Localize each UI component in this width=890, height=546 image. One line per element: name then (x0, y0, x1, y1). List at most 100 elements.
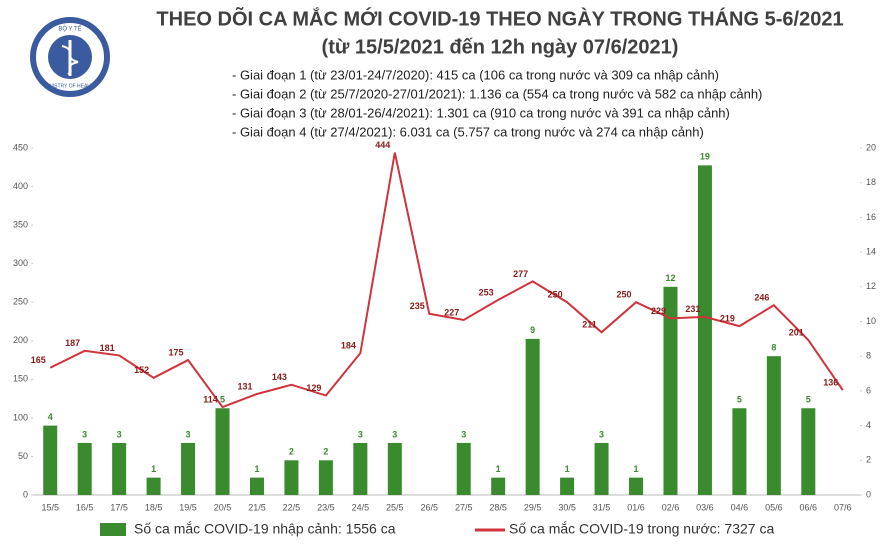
logo-top: BỘ Y TẾ (58, 26, 81, 33)
bar (663, 286, 678, 495)
bar-label: 3 (186, 429, 191, 439)
line-label: 250 (617, 290, 632, 300)
line-label: 231 (685, 304, 700, 314)
x-tick-label: 29/5 (524, 502, 542, 512)
bar-label: 1 (496, 464, 501, 474)
y2-tick-label: 0 (866, 489, 871, 499)
bar-label: 3 (117, 429, 122, 439)
x-tick-label: 23/5 (317, 502, 335, 512)
line-label: 250 (548, 290, 563, 300)
line-label: 181 (100, 343, 115, 353)
bar (732, 408, 747, 495)
y2-tick-label: 4 (866, 420, 871, 430)
x-tick-label: 25/5 (386, 502, 404, 512)
line-label: 129 (306, 383, 321, 393)
bar (181, 442, 196, 495)
line-label: 114 (203, 394, 218, 404)
bar-label: 3 (392, 429, 397, 439)
logo-bottom: MINISTRY OF HEALTH (44, 83, 97, 89)
line-label: 143 (272, 372, 287, 382)
bar (353, 442, 368, 495)
x-tick-label: 03/6 (696, 502, 714, 512)
bar-label: 3 (358, 429, 363, 439)
y-tick-label: 300 (13, 258, 28, 268)
bar-label: 5 (806, 395, 811, 405)
bar-label: 1 (634, 464, 639, 474)
y2-tick-label: 16 (866, 212, 876, 222)
bar (387, 442, 402, 495)
bar (146, 477, 161, 495)
x-tick-label: 04/6 (731, 502, 749, 512)
legend-label: Số ca mắc COVID-19 trong nước: 7327 ca (509, 521, 774, 537)
y-tick-label: 350 (13, 219, 28, 229)
x-tick-label: 17/5 (110, 502, 128, 512)
y2-tick-label: 12 (866, 281, 876, 291)
bar-label: 4 (48, 412, 53, 422)
bar-label: 3 (461, 429, 466, 439)
line-label: 152 (134, 365, 149, 375)
x-tick-label: 27/5 (455, 502, 473, 512)
x-tick-label: 19/5 (179, 502, 197, 512)
x-tick-label: 15/5 (41, 502, 59, 512)
annotation: - Giai đoạn 3 (từ 28/01-26/4/2021): 1.30… (232, 105, 730, 120)
bar (629, 477, 644, 495)
bar (456, 442, 471, 495)
bar-label: 5 (220, 395, 225, 405)
x-tick-label: 16/5 (76, 502, 94, 512)
bar (594, 442, 609, 495)
y2-tick-label: 2 (866, 455, 871, 465)
line-label: 235 (410, 301, 425, 311)
line-label: 175 (169, 347, 184, 357)
bar-label: 3 (599, 429, 604, 439)
y2-tick-label: 20 (866, 142, 876, 152)
line-label: 187 (65, 338, 80, 348)
line-label: 131 (237, 381, 252, 391)
x-tick-label: 22/5 (283, 502, 301, 512)
x-tick-label: 21/5 (248, 502, 266, 512)
bar (43, 425, 58, 495)
y2-tick-label: 6 (866, 385, 871, 395)
y-tick-label: 0 (23, 489, 28, 499)
line-label: 136 (823, 378, 838, 388)
x-tick-label: 01/6 (627, 502, 645, 512)
line-label: 201 (789, 327, 804, 337)
legend-label: Số ca mắc COVID-19 nhập cảnh: 1556 ca (134, 521, 396, 537)
bar (491, 477, 506, 495)
bar-label: 8 (771, 343, 776, 353)
bar-label: 1 (254, 464, 259, 474)
bar-label: 9 (530, 325, 535, 335)
bar-label: 3 (82, 429, 87, 439)
y2-tick-label: 14 (866, 246, 876, 256)
x-tick-label: 30/5 (558, 502, 576, 512)
x-tick-label: 28/5 (489, 502, 507, 512)
bar (560, 477, 575, 495)
x-tick-label: 20/5 (214, 502, 232, 512)
line-label: 277 (513, 269, 528, 279)
x-tick-label: 31/5 (593, 502, 611, 512)
bar (525, 338, 540, 495)
bar-label: 12 (665, 273, 675, 283)
x-tick-label: 26/5 (421, 502, 439, 512)
y-tick-label: 200 (13, 335, 28, 345)
line-label: 165 (31, 355, 46, 365)
chart-title: THEO DÕI CA MẮC MỚI COVID-19 THEO NGÀY T… (156, 6, 843, 30)
bar (77, 442, 92, 495)
line-label: 444 (375, 140, 390, 150)
bar (215, 408, 230, 495)
chart-subtitle: (từ 15/5/2021 đến 12h ngày 07/6/2021) (322, 36, 679, 58)
line (49, 152, 844, 409)
bar-label: 2 (323, 447, 328, 457)
bar (766, 356, 781, 495)
line-label: 211 (582, 320, 597, 330)
bar-label: 2 (289, 447, 294, 457)
annotation: - Giai đoạn 1 (từ 23/01-24/7/2020): 415 … (232, 67, 719, 82)
y-tick-label: 150 (13, 374, 28, 384)
line-label: 246 (754, 293, 769, 303)
line-label: 227 (444, 307, 459, 317)
bar-label: 1 (151, 464, 156, 474)
bar-label: 5 (737, 395, 742, 405)
y2-tick-label: 8 (866, 351, 871, 361)
bar (697, 165, 712, 495)
x-tick-label: 05/6 (765, 502, 783, 512)
